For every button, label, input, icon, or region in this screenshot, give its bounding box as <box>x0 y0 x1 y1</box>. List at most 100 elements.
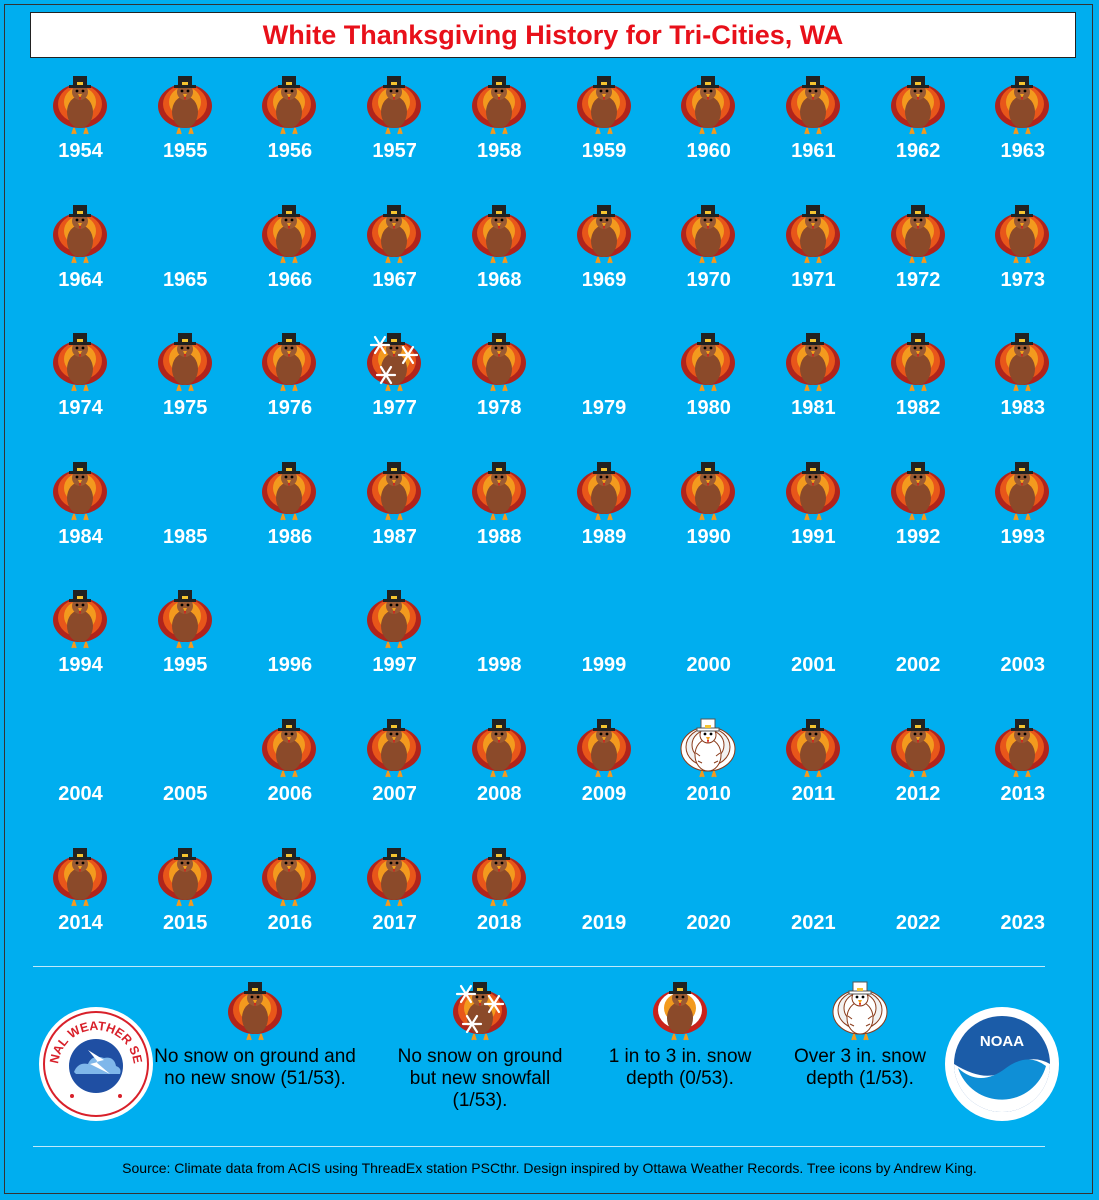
year-cell: 1991 <box>761 458 866 586</box>
year-cell: 1986 <box>237 458 342 586</box>
year-cell: 2016 <box>237 844 342 972</box>
turkey-icon <box>680 72 736 138</box>
year-cell: 1976 <box>237 329 342 457</box>
year-cell: 1982 <box>866 329 971 457</box>
legend-label: No snow on ground but new snowfall (1/53… <box>397 1046 563 1111</box>
turkey-icon <box>227 978 283 1044</box>
year-label: 2022 <box>895 911 941 934</box>
year-cell: 2020 <box>656 844 761 972</box>
year-label: 2016 <box>267 911 313 934</box>
year-cell: 1970 <box>656 201 761 329</box>
year-label: 1965 <box>162 268 208 291</box>
year-label: 2015 <box>162 911 208 934</box>
turkey-white-icon <box>832 978 888 1044</box>
year-label: 1992 <box>895 525 941 548</box>
year-cell: 1960 <box>656 72 761 200</box>
year-cell: 1963 <box>970 72 1075 200</box>
turkey-icon <box>157 72 213 138</box>
year-label: 1985 <box>162 525 208 548</box>
legend: NATIONAL WEATHER SERVICE No snow on grou… <box>0 970 1099 1140</box>
year-cell: 1980 <box>656 329 761 457</box>
year-label: 1999 <box>581 654 627 677</box>
turkey-icon <box>261 715 317 781</box>
turkey-icon <box>576 72 632 138</box>
year-cell: 1988 <box>447 458 552 586</box>
year-label: 1970 <box>686 268 731 291</box>
legend-item-over-3-in: Over 3 in. snow depth (1/53). <box>790 978 930 1090</box>
turkey-icon <box>471 458 527 524</box>
turkey-icon <box>576 458 632 524</box>
year-cell: 2011 <box>761 715 866 843</box>
turkey-icon <box>680 201 736 267</box>
year-label: 1969 <box>581 268 627 291</box>
year-label: 1974 <box>58 397 103 420</box>
noaa-logo-text: NOAA <box>980 1033 1024 1050</box>
year-cell: 1973 <box>970 201 1075 329</box>
year-cell: 1993 <box>970 458 1075 586</box>
year-label: 1973 <box>1000 268 1046 291</box>
year-cell: 2022 <box>866 844 971 972</box>
year-label: 1961 <box>791 140 836 162</box>
year-label: 1995 <box>162 654 208 677</box>
turkey-snowflakes-icon <box>366 329 422 395</box>
year-cell: 1983 <box>970 329 1075 457</box>
year-label: 2014 <box>58 911 103 934</box>
year-label: 1958 <box>477 140 522 162</box>
year-cell: 1995 <box>133 586 238 714</box>
year-label: 1982 <box>895 397 941 420</box>
year-cell: 1974 <box>28 329 133 457</box>
turkey-icon <box>890 72 946 138</box>
year-cell: 1992 <box>866 458 971 586</box>
year-row: 2004 2005 2006 2007 2008 2009 2010 2011 2012 2013 <box>28 715 1078 844</box>
year-label: 2010 <box>686 782 731 805</box>
year-cell: 1957 <box>342 72 447 200</box>
year-label: 1963 <box>1000 140 1046 162</box>
year-cell: 2021 <box>761 844 866 972</box>
year-label: 1954 <box>58 140 103 162</box>
year-label: 1980 <box>686 397 731 420</box>
year-cell: 1987 <box>342 458 447 586</box>
title-box: White Thanksgiving History for Tri-Citie… <box>30 12 1076 58</box>
year-cell: 1985 <box>133 458 238 586</box>
legend-label: Over 3 in. snow depth (1/53). <box>794 1046 926 1089</box>
year-label: 2005 <box>162 782 208 805</box>
year-label: 1988 <box>477 525 522 548</box>
turkey-icon <box>157 329 213 395</box>
year-row: 1954 1955 1956 1957 1958 1959 1960 1961 1962 1963 <box>28 72 1078 201</box>
year-cell: 1966 <box>237 201 342 329</box>
year-label: 2006 <box>267 782 313 805</box>
year-cell: 1964 <box>28 201 133 329</box>
turkey-icon <box>52 72 108 138</box>
year-label: 2018 <box>477 911 522 934</box>
year-label: 2019 <box>581 911 627 934</box>
turkey-snowflakes-icon <box>452 978 508 1044</box>
year-cell: 1968 <box>447 201 552 329</box>
year-label: 2021 <box>791 911 836 934</box>
year-label: 1993 <box>1000 525 1046 548</box>
year-cell: 1962 <box>866 72 971 200</box>
turkey-icon <box>366 844 422 910</box>
year-label: 1989 <box>581 525 627 548</box>
year-cell: 2015 <box>133 844 238 972</box>
year-label: 1994 <box>58 654 103 677</box>
year-label: 1979 <box>581 397 627 420</box>
year-label: 2008 <box>477 782 522 805</box>
turkey-icon <box>680 329 736 395</box>
year-label: 2003 <box>1000 654 1046 677</box>
turkey-icon <box>994 201 1050 267</box>
year-label: 2017 <box>372 911 417 934</box>
year-label: 1998 <box>477 654 522 677</box>
year-row: 1964 1965 1966 1967 1968 1969 1970 1971 1972 1973 <box>28 201 1078 330</box>
turkey-icon <box>52 844 108 910</box>
turkey-icon <box>471 844 527 910</box>
turkey-icon <box>471 715 527 781</box>
year-label: 1972 <box>895 268 941 291</box>
year-row: 1994 1995 1996 1997 1998 1999 2000 2001 2002 2003 <box>28 586 1078 715</box>
year-cell: 2017 <box>342 844 447 972</box>
year-label: 1990 <box>686 525 731 548</box>
year-label: 1997 <box>372 654 417 677</box>
year-cell: 2007 <box>342 715 447 843</box>
turkey-white-icon <box>680 715 736 781</box>
year-cell: 1999 <box>552 586 657 714</box>
frame-border <box>4 4 1093 1194</box>
